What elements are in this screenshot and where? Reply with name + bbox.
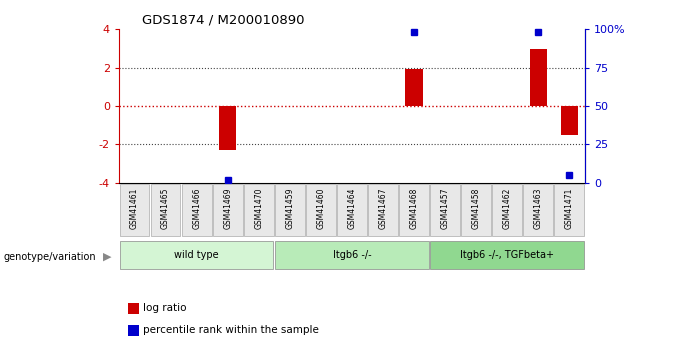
FancyBboxPatch shape (430, 241, 584, 269)
FancyBboxPatch shape (182, 184, 211, 236)
Text: GSM41463: GSM41463 (534, 187, 543, 229)
Text: GSM41459: GSM41459 (286, 187, 294, 229)
Text: GSM41461: GSM41461 (130, 187, 139, 228)
Bar (129, 303, 139, 314)
Text: ▶: ▶ (103, 252, 112, 262)
FancyBboxPatch shape (244, 184, 273, 236)
Text: GSM41465: GSM41465 (161, 187, 170, 229)
Bar (561, 106, 578, 135)
Text: GSM41468: GSM41468 (409, 187, 418, 228)
Text: GSM41457: GSM41457 (441, 187, 449, 229)
FancyBboxPatch shape (554, 184, 584, 236)
FancyBboxPatch shape (399, 184, 429, 236)
FancyBboxPatch shape (120, 184, 150, 236)
Text: genotype/variation: genotype/variation (3, 252, 96, 262)
Text: log ratio: log ratio (143, 303, 187, 313)
FancyBboxPatch shape (275, 184, 305, 236)
Text: Itgb6 -/-, TGFbeta+: Itgb6 -/-, TGFbeta+ (460, 250, 554, 260)
Text: GSM41466: GSM41466 (192, 187, 201, 229)
Text: GSM41464: GSM41464 (347, 187, 356, 229)
Bar (129, 325, 139, 336)
Text: percentile rank within the sample: percentile rank within the sample (143, 325, 319, 335)
Text: GSM41471: GSM41471 (565, 187, 574, 228)
Bar (530, 49, 547, 106)
Text: GSM41460: GSM41460 (316, 187, 325, 229)
Text: GDS1874 / M200010890: GDS1874 / M200010890 (142, 14, 305, 27)
Text: GSM41462: GSM41462 (503, 187, 511, 228)
Text: Itgb6 -/-: Itgb6 -/- (333, 250, 371, 260)
Text: GSM41469: GSM41469 (223, 187, 232, 229)
Bar (405, 69, 422, 106)
FancyBboxPatch shape (368, 184, 398, 236)
FancyBboxPatch shape (306, 184, 336, 236)
FancyBboxPatch shape (275, 241, 428, 269)
Bar (219, 106, 236, 150)
Text: wild type: wild type (174, 250, 219, 260)
FancyBboxPatch shape (461, 184, 491, 236)
Text: GSM41458: GSM41458 (472, 187, 481, 228)
FancyBboxPatch shape (524, 184, 553, 236)
FancyBboxPatch shape (120, 241, 273, 269)
FancyBboxPatch shape (151, 184, 180, 236)
FancyBboxPatch shape (337, 184, 367, 236)
Text: GSM41467: GSM41467 (379, 187, 388, 229)
Text: GSM41470: GSM41470 (254, 187, 263, 229)
FancyBboxPatch shape (492, 184, 522, 236)
FancyBboxPatch shape (430, 184, 460, 236)
FancyBboxPatch shape (213, 184, 243, 236)
